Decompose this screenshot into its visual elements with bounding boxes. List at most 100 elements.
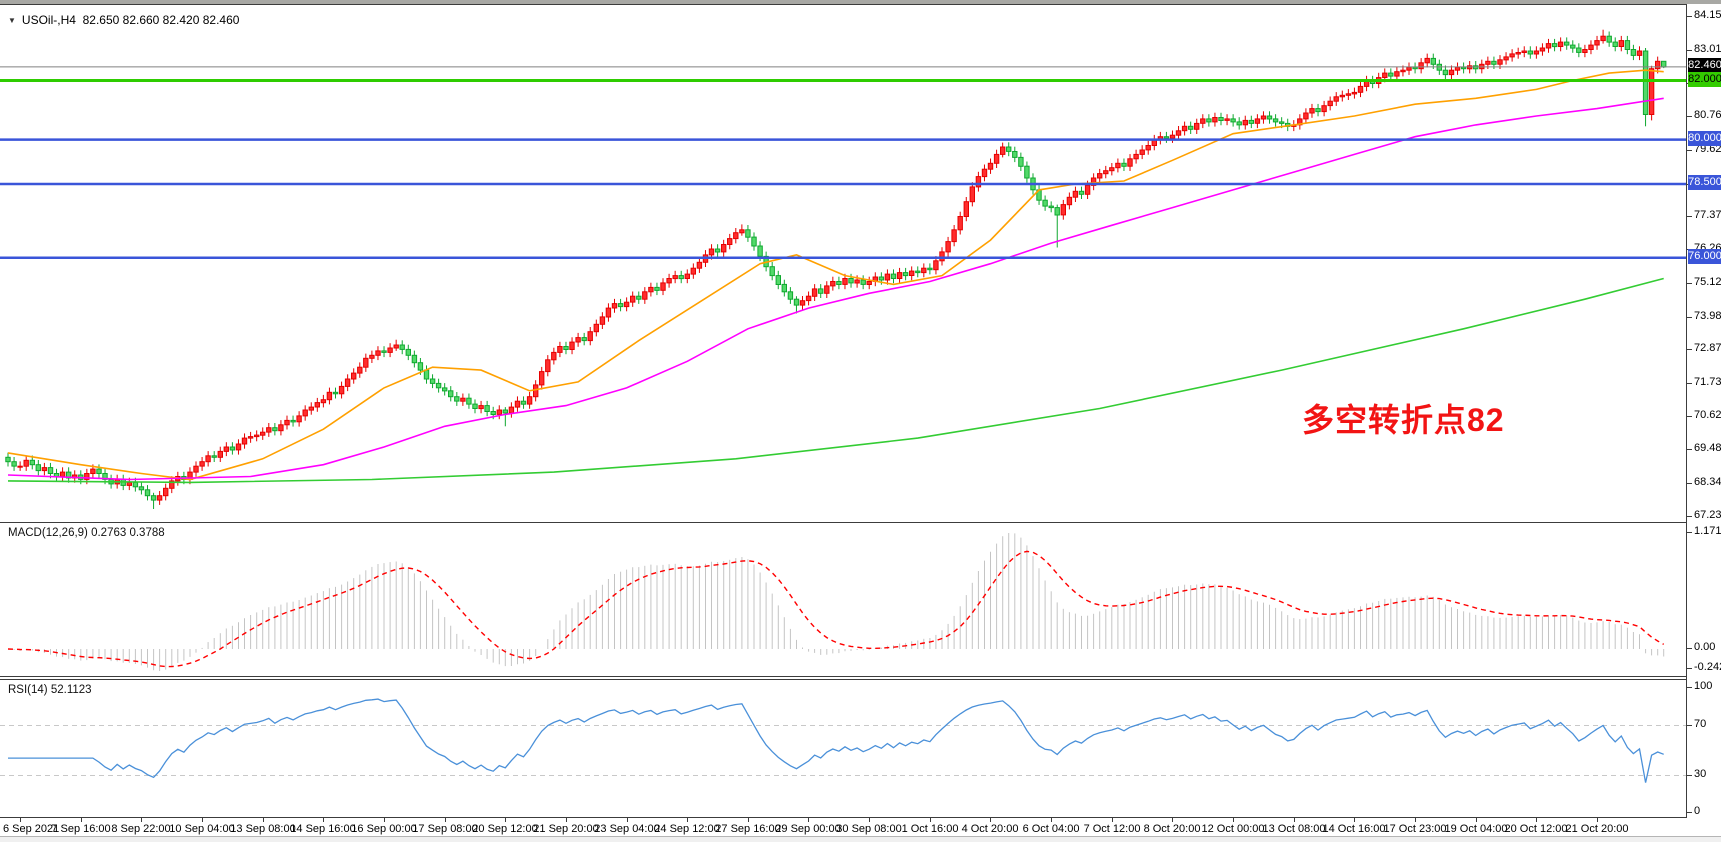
date-tick-mark xyxy=(1294,818,1295,822)
price-tick-mark xyxy=(1687,516,1692,517)
macd-tick-mark xyxy=(1687,648,1692,649)
date-tick-mark xyxy=(1051,818,1052,822)
x-axis-label: 17 Sep 08:00 xyxy=(412,823,478,835)
macd-tick-mark xyxy=(1687,532,1692,533)
macd-histogram xyxy=(13,533,1665,671)
rsi-tick-label: 0 xyxy=(1694,805,1701,817)
x-axis-label: 8 Oct 20:00 xyxy=(1143,823,1201,835)
x-axis-label: 7 Sep 16:00 xyxy=(51,823,111,835)
x-axis-label: 6 Sep 2021 xyxy=(3,823,60,835)
x-axis-label: 23 Sep 04:00 xyxy=(594,823,660,835)
x-axis-label: 10 Sep 04:00 xyxy=(169,823,235,835)
x-axis-label: 7 Oct 12:00 xyxy=(1083,823,1141,835)
ma-fast-line xyxy=(7,69,1664,481)
price-tick-mark xyxy=(1687,216,1692,217)
x-axis-label: 12 Oct 00:00 xyxy=(1201,823,1265,835)
macd-values: 0.2763 0.3788 xyxy=(91,527,165,539)
date-tick-mark xyxy=(202,818,203,822)
price-tick-mark xyxy=(1687,317,1692,318)
x-axis-label: 19 Oct 04:00 xyxy=(1444,823,1508,835)
date-tick-mark xyxy=(1172,818,1173,822)
date-tick-mark xyxy=(445,818,446,822)
macd-label: MACD(12,26,9) 0.2763 0.3788 xyxy=(8,527,165,539)
price-tick-label: 83.010 xyxy=(1694,43,1721,55)
ohlc-values: 82.650 82.660 82.420 82.460 xyxy=(82,13,240,27)
price-tick-label: 67.230 xyxy=(1694,509,1721,521)
x-axis-label: 30 Sep 08:00 xyxy=(836,823,902,835)
price-badge-78.500: 78.500 xyxy=(1688,175,1721,190)
rsi-tick-label: 30 xyxy=(1694,768,1707,780)
date-tick-mark xyxy=(869,818,870,822)
price-tick-label: 69.480 xyxy=(1694,442,1721,454)
price-tick-mark xyxy=(1687,16,1692,17)
rsi-label: RSI(14) 52.1123 xyxy=(8,684,92,696)
x-axis-label: 16 Sep 00:00 xyxy=(351,823,417,835)
date-axis[interactable]: 6 Sep 2021 7 Sep 16:00 8 Sep 22:00 10 Sep 0… xyxy=(0,818,1721,836)
date-tick-mark xyxy=(263,818,264,822)
date-tick-mark xyxy=(505,818,506,822)
macd-signal-line xyxy=(7,550,1665,668)
price-tick-label: 73.980 xyxy=(1694,310,1721,322)
price-tick-mark xyxy=(1687,416,1692,417)
candlestick-chart[interactable] xyxy=(0,5,1686,520)
rsi-line xyxy=(8,698,1664,783)
date-tick-mark xyxy=(990,818,991,822)
rsi-tick-label: 100 xyxy=(1694,680,1713,692)
x-axis-label: 6 Oct 04:00 xyxy=(1022,823,1080,835)
macd-tick-label: -0.2424 xyxy=(1694,661,1721,673)
x-axis-label: 8 Sep 22:00 xyxy=(111,823,171,835)
price-badge-80.000: 80.000 xyxy=(1688,131,1721,146)
price-axis[interactable]: 84.15083.01081.87080.76079.62078.48077.3… xyxy=(1686,4,1721,818)
price-tick-label: 71.730 xyxy=(1694,376,1721,388)
x-axis-label: 14 Sep 16:00 xyxy=(290,823,356,835)
date-tick-mark xyxy=(1536,818,1537,822)
date-tick-mark xyxy=(930,818,931,822)
x-axis-label: 4 Oct 20:00 xyxy=(961,823,1019,835)
x-axis-label: 17 Oct 23:00 xyxy=(1383,823,1447,835)
price-tick-mark xyxy=(1687,116,1692,117)
date-tick-mark xyxy=(1233,818,1234,822)
date-tick-mark xyxy=(687,818,688,822)
x-axis-label: 20 Oct 12:00 xyxy=(1504,823,1568,835)
annotation-text[interactable]: 多空转折点82 xyxy=(1302,402,1505,438)
date-tick-mark xyxy=(141,818,142,822)
collapse-chart-icon[interactable]: ▼ xyxy=(8,16,16,25)
rsi-value: 52.1123 xyxy=(50,684,92,696)
rsi-indicator-panel[interactable]: RSI(14) 52.1123 xyxy=(0,679,1686,818)
x-axis-label: 1 Oct 16:00 xyxy=(901,823,959,835)
price-tick-label: 75.120 xyxy=(1694,276,1721,288)
x-axis-label: 14 Oct 16:00 xyxy=(1322,823,1386,835)
ma-slow-line xyxy=(7,277,1664,484)
price-tick-label: 79.620 xyxy=(1694,143,1721,155)
chart-title: ▼ USOil-,H4 82.650 82.660 82.420 82.460 xyxy=(8,13,239,27)
rsi-tick-mark xyxy=(1687,687,1692,688)
date-tick-mark xyxy=(1476,818,1477,822)
window-bottom-edge xyxy=(0,836,1721,842)
date-tick-mark xyxy=(20,818,21,822)
price-tick-mark xyxy=(1687,283,1692,284)
macd-tick-label: 0.00 xyxy=(1694,641,1716,653)
macd-tick-mark xyxy=(1687,668,1692,669)
macd-chart[interactable] xyxy=(0,523,1686,676)
price-tick-label: 84.150 xyxy=(1694,9,1721,21)
macd-tick-label: 1.1711 xyxy=(1694,525,1721,537)
rsi-tick-mark xyxy=(1687,812,1692,813)
rsi-chart[interactable] xyxy=(0,680,1686,817)
price-tick-label: 70.620 xyxy=(1694,409,1721,421)
date-tick-mark xyxy=(627,818,628,822)
date-tick-mark xyxy=(1415,818,1416,822)
price-tick-mark xyxy=(1687,150,1692,151)
rsi-tick-label: 70 xyxy=(1694,718,1707,730)
date-tick-mark xyxy=(323,818,324,822)
date-tick-mark xyxy=(566,818,567,822)
price-tick-mark xyxy=(1687,50,1692,51)
date-tick-mark xyxy=(1112,818,1113,822)
x-axis-label: 21 Oct 20:00 xyxy=(1565,823,1629,835)
date-tick-mark xyxy=(1354,818,1355,822)
main-chart-panel[interactable]: ▼ USOil-,H4 82.650 82.660 82.420 82.460 多… xyxy=(0,4,1686,523)
price-tick-label: 72.870 xyxy=(1694,342,1721,354)
macd-indicator-panel[interactable]: MACD(12,26,9) 0.2763 0.3788 xyxy=(0,522,1686,677)
price-tick-mark xyxy=(1687,449,1692,450)
price-tick-label: 68.340 xyxy=(1694,476,1721,488)
